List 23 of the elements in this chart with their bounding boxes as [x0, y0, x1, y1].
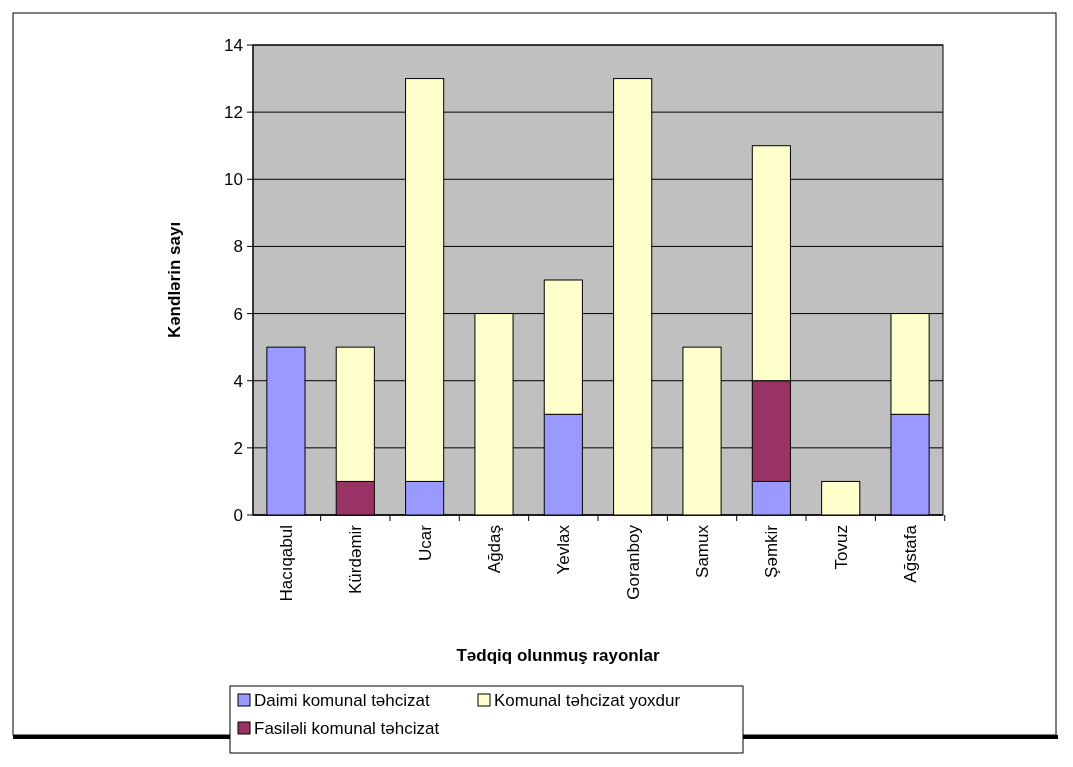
x-tick-label: Samux [692, 524, 712, 578]
y-tick-label: 12 [224, 103, 243, 123]
x-tick-label: Ağdaş [484, 525, 504, 574]
y-tick-label: 0 [233, 505, 243, 525]
y-axis-title: Kəndlərin sayı [165, 221, 184, 339]
x-tick-label: Hacıqabul [276, 525, 296, 602]
y-tick-label: 6 [233, 304, 243, 324]
x-axis-title: Tədqiq olunmuş rayonlar [456, 646, 660, 665]
x-tick-label: Ağstafa [901, 524, 921, 583]
legend-label: Komunal təhcizat yoxdur [494, 690, 681, 710]
x-tick-label: Yevlax [554, 524, 574, 575]
x-tick-label: Kürdəmir [346, 524, 366, 594]
x-tick-label: Ucar [415, 524, 435, 561]
legend-label: Fasiləli komunal təhcizat [254, 718, 440, 738]
x-tick-label: Şəmkir [762, 524, 782, 578]
x-tick-label: Tovuz [831, 525, 851, 570]
y-tick-label: 14 [224, 35, 243, 55]
x-tick-label: Goranboy [623, 524, 643, 600]
y-tick-label: 8 [233, 237, 243, 257]
y-tick-label: 2 [233, 438, 243, 458]
legend-label: Daimi komunal təhcizat [254, 690, 431, 710]
y-tick-label: 10 [224, 170, 243, 190]
y-tick-label: 4 [233, 371, 243, 391]
